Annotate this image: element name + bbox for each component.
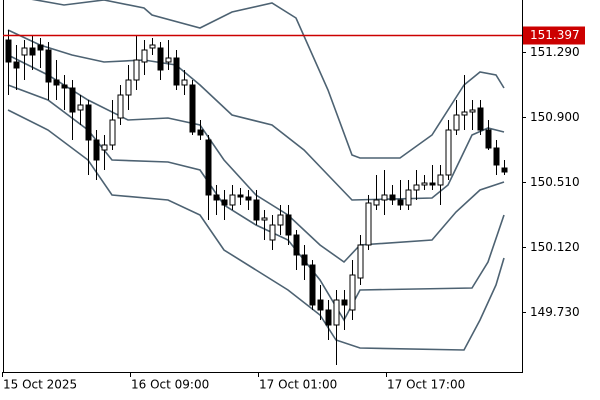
candle-body <box>365 202 372 246</box>
candle-body <box>69 87 76 113</box>
candle-body <box>181 79 188 86</box>
candle-body <box>397 199 404 206</box>
price-label-box <box>523 26 585 45</box>
candle-body <box>189 84 196 133</box>
candle-body <box>285 214 292 236</box>
candle-body <box>357 244 364 279</box>
candle-body <box>317 299 324 311</box>
candle-body <box>413 184 420 191</box>
candle-body <box>45 49 52 83</box>
candle-body <box>485 129 492 149</box>
candle-body <box>5 39 12 63</box>
candle-body <box>453 114 460 131</box>
candle-body <box>109 119 116 146</box>
candle-body <box>125 79 132 96</box>
band-line <box>7 54 505 264</box>
candle-body <box>173 57 180 86</box>
candle-body <box>493 147 500 166</box>
candle-body <box>117 94 124 119</box>
candle-body <box>213 194 220 201</box>
candle-body <box>37 44 44 51</box>
y-tick-label: 150.120 <box>530 240 580 254</box>
axis-labels: 151.290 150.900 150.510 150.120 149.730 15 Oc… <box>2 45 580 392</box>
candle-body <box>261 217 268 221</box>
candle-body <box>429 182 436 186</box>
candle-body <box>93 139 100 161</box>
candle-body <box>349 274 356 311</box>
candle-body <box>165 57 172 63</box>
candle-body <box>197 129 204 136</box>
candle-body <box>229 194 236 206</box>
candle-body <box>469 109 476 113</box>
candle-body <box>277 214 284 226</box>
candle-body <box>29 47 36 56</box>
candle-body <box>421 182 428 186</box>
candle-body <box>61 84 68 89</box>
candle-body <box>461 111 468 116</box>
candle-body <box>133 59 140 81</box>
candle-body <box>77 104 84 111</box>
band-line <box>7 29 505 201</box>
candle-body <box>333 299 340 326</box>
candle-body <box>53 79 60 86</box>
price-label: 151.397 <box>530 28 580 42</box>
candle-body <box>13 61 20 69</box>
candle-body <box>157 47 164 71</box>
y-tick-label: 149.730 <box>530 305 580 319</box>
candle-body <box>149 44 156 49</box>
y-tick-label: 150.900 <box>530 110 580 124</box>
candle-body <box>309 264 316 306</box>
x-tick-label: 16 Oct 09:00 <box>131 378 209 392</box>
x-tick-label: 15 Oct 2025 <box>3 378 77 392</box>
candle-body <box>205 139 212 196</box>
band-line <box>7 109 505 351</box>
candle-body <box>221 199 228 206</box>
candle-body <box>269 224 276 241</box>
candle-body <box>101 144 108 151</box>
candle-body <box>301 254 308 266</box>
candle-body <box>293 234 300 256</box>
candle-body <box>437 174 444 186</box>
candle-body <box>389 194 396 201</box>
candle-body <box>341 299 348 306</box>
candle-body <box>405 189 412 206</box>
candle-body <box>21 47 28 56</box>
candle-body <box>245 196 252 201</box>
candle-body <box>445 129 452 176</box>
candle-body <box>477 107 484 131</box>
candle-body <box>141 49 148 63</box>
candle-body <box>325 309 332 326</box>
candle-body <box>237 194 244 198</box>
x-tick-label: 17 Oct 17:00 <box>387 378 465 392</box>
candle-body <box>373 199 380 206</box>
candle-body <box>381 194 388 201</box>
y-tick-label: 150.510 <box>530 175 580 189</box>
x-tick-label: 17 Oct 01:00 <box>259 378 337 392</box>
candle-body <box>501 167 508 173</box>
candle-body <box>85 104 92 141</box>
candle-body <box>253 199 260 221</box>
plot-area <box>5 0 508 365</box>
band-line <box>31 0 505 159</box>
y-tick-label: 151.290 <box>530 45 580 59</box>
